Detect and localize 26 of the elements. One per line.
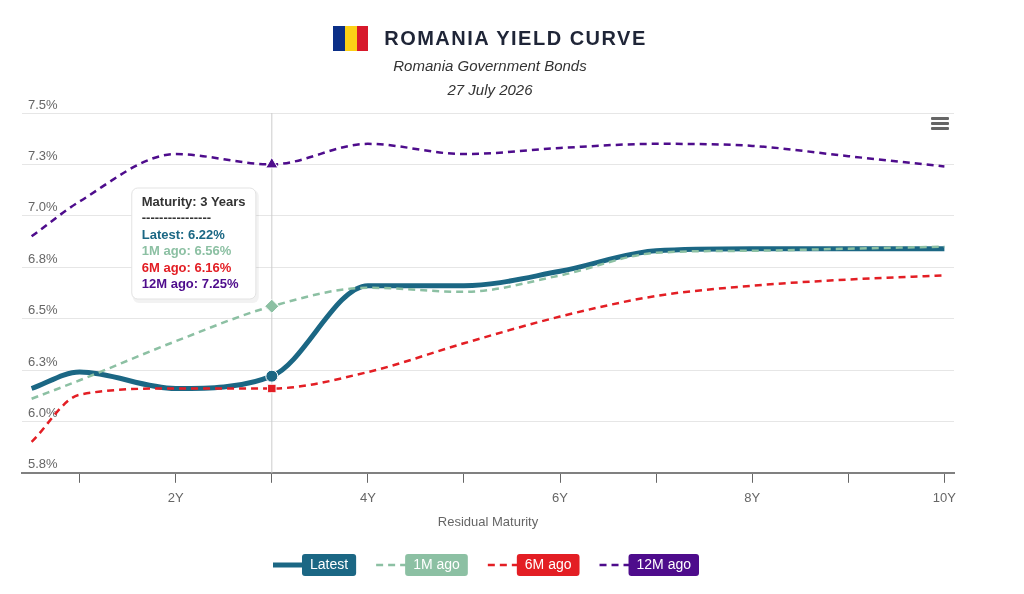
chart-title: ROMANIA YIELD CURVE: [384, 26, 647, 50]
annotation: Maturity: 3 Years: [141, 193, 246, 209]
x-axis-title: Residual Maturity: [437, 513, 539, 529]
x-tick-label: 4Y: [359, 490, 377, 506]
chart-subtitle: Romania Government Bonds 27 July 2026: [393, 57, 587, 98]
x-tick-label: 6Y: [552, 490, 569, 506]
legend-label: 6M ago: [524, 555, 572, 572]
y-tick-label: 6.5%: [28, 302, 59, 318]
annotation: ----------------: [141, 210, 212, 226]
x-tick-label: 10Y: [932, 490, 957, 506]
y-tick-label: 6.0%: [28, 404, 59, 420]
y-tick-label: 5.8%: [28, 456, 59, 472]
annotation: 6M ago: 6.16%: [141, 259, 232, 275]
y-tick-label: 6.3%: [28, 353, 59, 369]
y-tick-label: 7.5%: [28, 96, 59, 112]
y-tick-label: 7.3%: [28, 147, 59, 163]
legend-label: 12M ago: [636, 555, 692, 572]
x-tick-label: 8Y: [744, 490, 761, 506]
legend-label: 1M ago: [413, 555, 461, 572]
x-tick-label: 2Y: [167, 490, 185, 506]
legend-label: Latest: [309, 555, 349, 572]
annotation: 1M ago: 6.56%: [141, 243, 232, 259]
y-tick-label: 7.0%: [28, 199, 59, 215]
annotation: Latest: 6.22%: [141, 226, 226, 242]
y-tick-label: 6.8%: [28, 250, 59, 266]
annotation: 12M ago: 7.25%: [141, 276, 240, 292]
